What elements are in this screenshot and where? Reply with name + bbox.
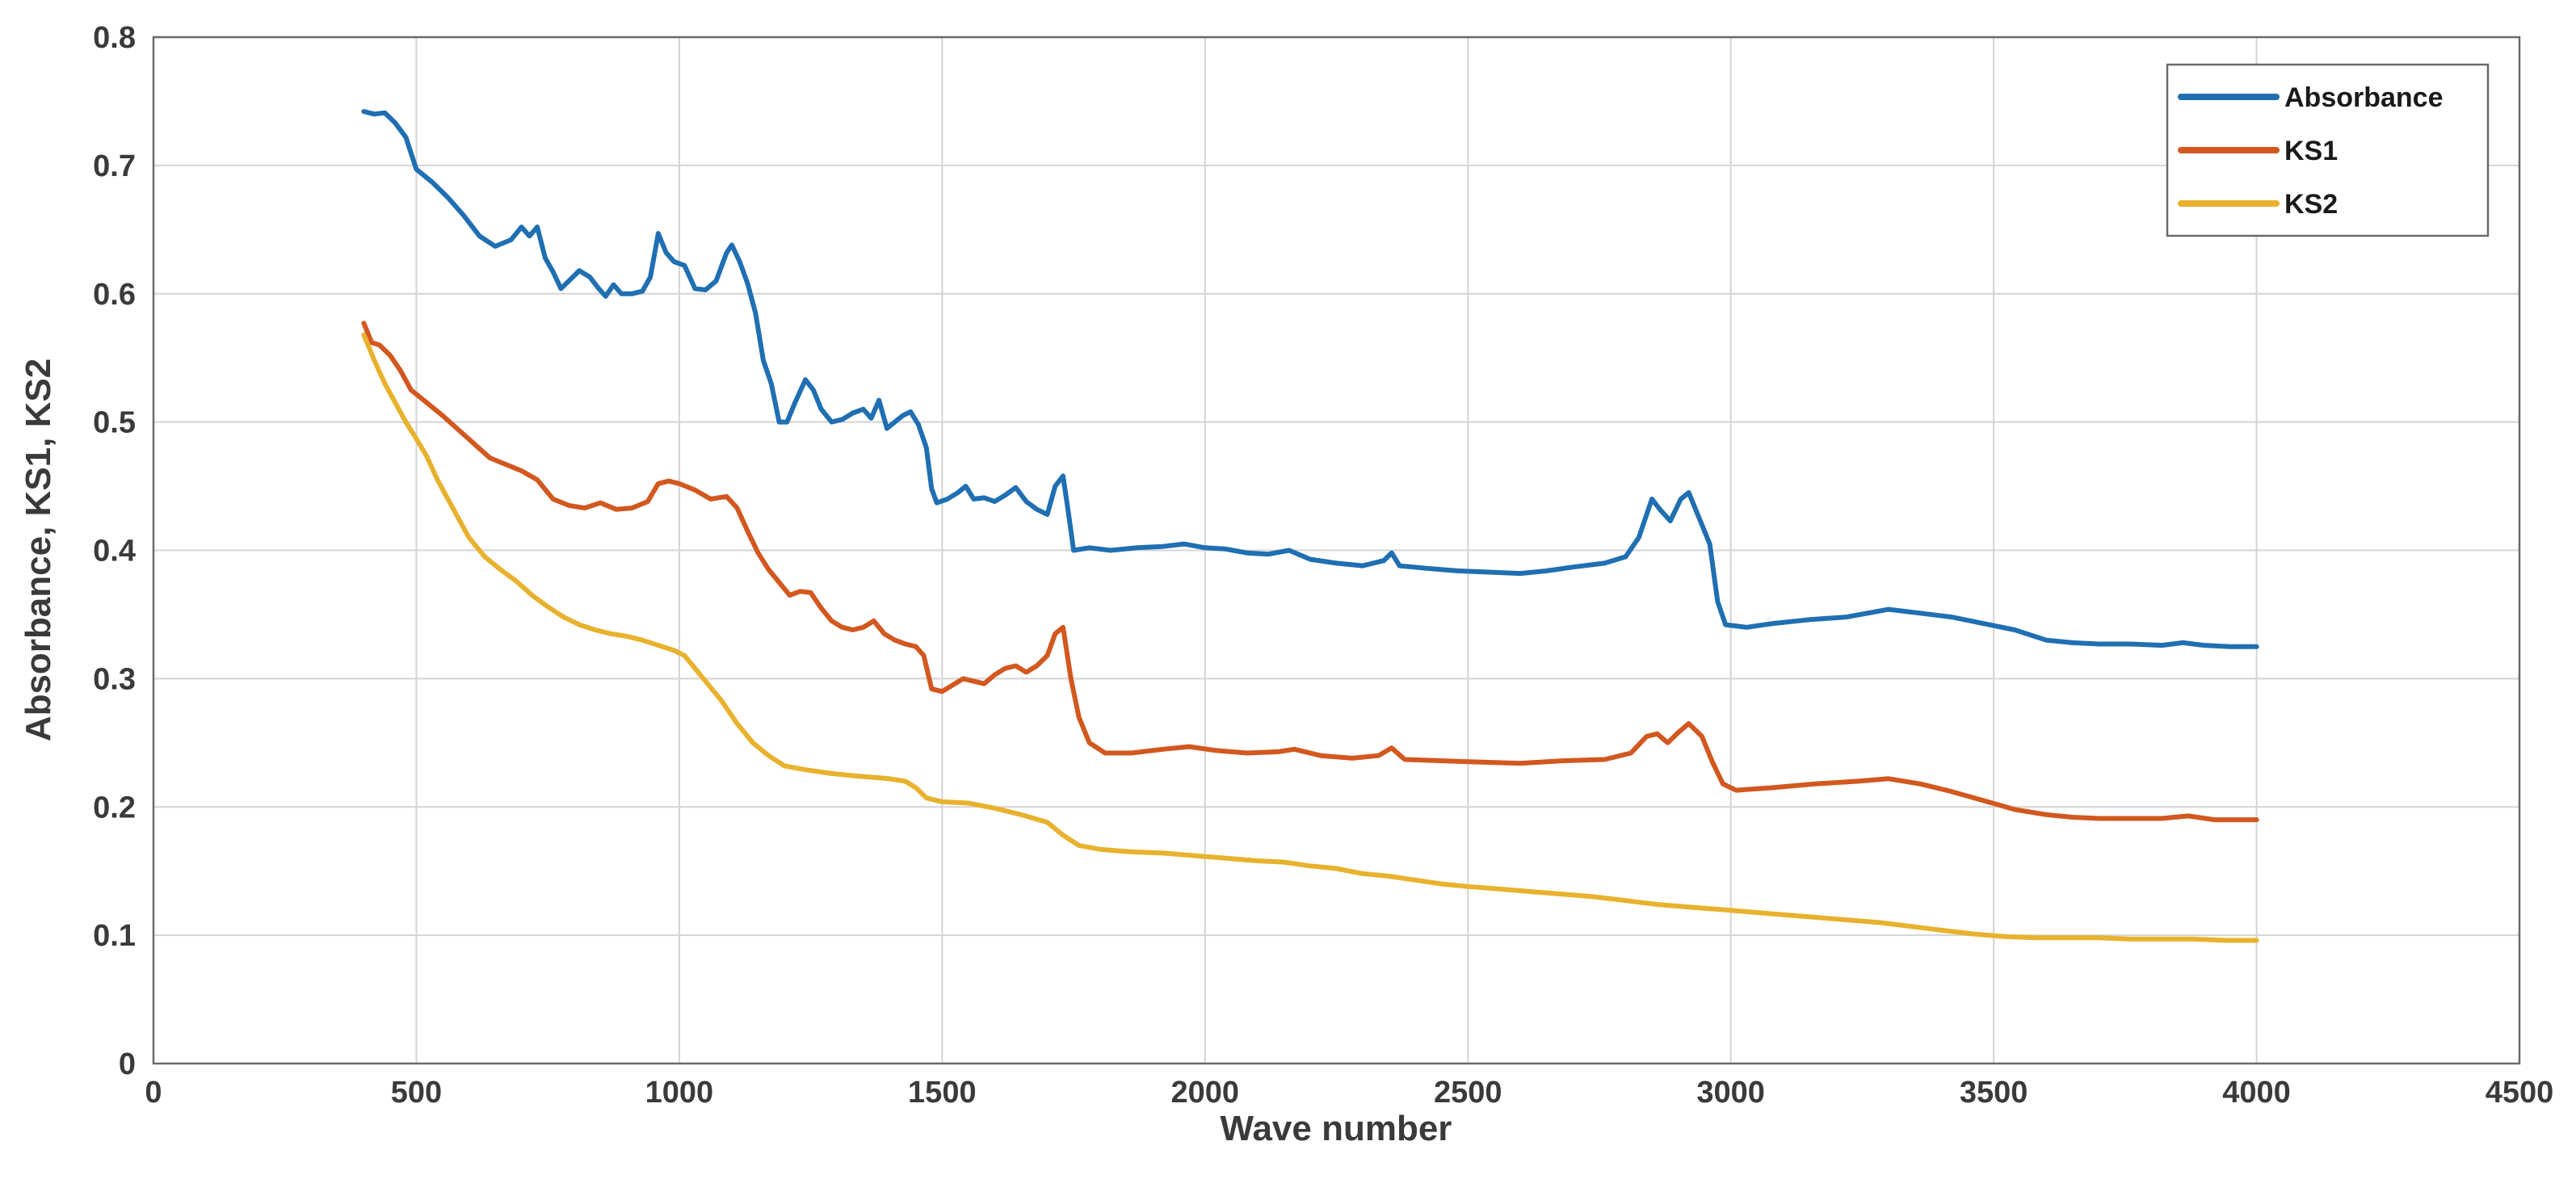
y-tick-label: 0.3 [93, 662, 136, 696]
x-tick-label: 3000 [1696, 1076, 1765, 1110]
y-tick-label: 0.7 [93, 149, 136, 183]
x-tick-label: 1500 [908, 1076, 977, 1110]
series-line-ks2 [361, 332, 2259, 943]
y-axis-title: Absorbance, KS1, KS2 [19, 359, 58, 741]
legend-label-ks2: KS2 [2284, 189, 2338, 220]
y-tick-label: 0.6 [93, 278, 136, 312]
x-axis-title: Wave number [1221, 1109, 1452, 1148]
series-line-ks1 [361, 321, 2259, 823]
legend-label-absorbance: Absorbance [2284, 82, 2444, 113]
x-tick-label: 4500 [2486, 1076, 2554, 1110]
x-tick-label: 3500 [1960, 1076, 2028, 1110]
legend: Absorbance KS1 KS2 [2166, 63, 2490, 237]
series-line-absorbance [361, 109, 2259, 649]
legend-label-ks1: KS1 [2284, 136, 2338, 166]
y-tick-label: 0.1 [93, 919, 136, 953]
y-tick-label: 0.2 [93, 791, 136, 824]
x-tick-label: 500 [391, 1076, 442, 1110]
x-tick-label: 4000 [2222, 1076, 2291, 1110]
y-tick-label: 0 [119, 1047, 136, 1081]
y-tick-label: 0.8 [93, 21, 136, 55]
x-axis: 0 500 1000 1500 2000 2500 3000 3500 4000 4500 [145, 1076, 2553, 1110]
x-tick-label: 1000 [645, 1076, 714, 1110]
series-lines [361, 109, 2259, 943]
y-tick-label: 0.5 [93, 406, 136, 440]
plot-area-border [152, 36, 2521, 1065]
x-tick-label: 2500 [1434, 1076, 1502, 1110]
y-tick-label: 0.4 [93, 535, 136, 569]
x-tick-label: 2000 [1171, 1076, 1240, 1110]
grid-lines [153, 37, 2519, 1064]
y-axis: 0 0.1 0.2 0.3 0.4 0.5 0.6 0.7 0.8 [93, 21, 136, 1081]
x-tick-label: 0 [145, 1076, 162, 1110]
